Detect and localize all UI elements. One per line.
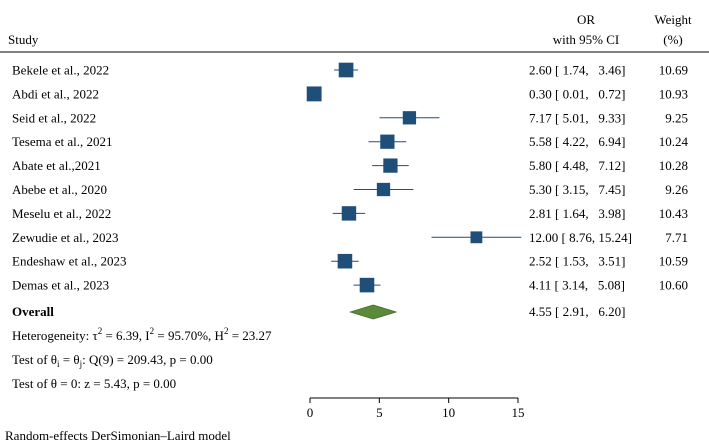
study-row: Seid et al., 2022 7.17 [ 5.01, 9.33] 9.25 [12, 110, 688, 125]
study-or-marker [470, 231, 483, 244]
study-row: Zewudie et al., 2023 12.00 [ 8.76, 15.24]… [12, 230, 688, 245]
study-label: Seid et al., 2022 [12, 110, 96, 125]
x-axis-tick-label: 0 [307, 405, 314, 420]
study-or-marker [306, 86, 322, 102]
test-zero-stat: Test of θ = 0: z = 5.43, p = 0.00 [12, 376, 176, 391]
x-axis-tick-label: 5 [376, 405, 383, 420]
study-or-text: 5.80 [ 4.48, 7.12] [529, 158, 625, 173]
header-weight-line1: Weight [654, 12, 692, 27]
study-or-marker [380, 134, 395, 149]
study-or-marker [341, 206, 357, 221]
study-row: Bekele et al., 2022 2.60 [ 1.74, 3.46] 10.… [12, 63, 688, 78]
header-or-line1: OR [577, 12, 595, 27]
study-label: Abate et al.,2021 [12, 158, 101, 173]
overall-row: Overall 4.55 [ 2.91, 6.20] [12, 304, 625, 320]
study-row: Demas et al., 2023 4.11 [ 3.14, 5.08] 10.6… [12, 278, 688, 293]
study-label: Endeshaw et al., 2023 [12, 254, 126, 269]
study-weight-text: 10.43 [659, 206, 688, 221]
study-label: Abebe et al., 2020 [12, 182, 107, 197]
overall-label: Overall [12, 304, 54, 319]
heterogeneity-stat: Heterogeneity: τ2 = 6.39, I2 = 95.70%, H… [12, 326, 272, 343]
study-weight-text: 7.71 [665, 230, 688, 245]
study-label: Abdi et al., 2022 [12, 86, 99, 101]
study-label: Tesema et al., 2021 [12, 134, 113, 149]
footnote: Random-effects DerSimonian–Laird model [5, 428, 231, 443]
study-row: Endeshaw et al., 2023 2.52 [ 1.53, 3.51] 1… [12, 254, 688, 269]
study-weight-text: 10.24 [659, 134, 689, 149]
study-or-text: 2.52 [ 1.53, 3.51] [529, 254, 625, 269]
study-or-text: 4.11 [ 3.14, 5.08] [529, 278, 625, 293]
study-or-text: 12.00 [ 8.76, 15.24] [529, 230, 632, 245]
study-or-text: 5.30 [ 3.15, 7.45] [529, 182, 625, 197]
overall-or-text: 4.55 [ 2.91, 6.20] [529, 304, 625, 319]
study-row: Meselu et al., 2022 2.81 [ 1.64, 3.98] 10.… [12, 206, 688, 221]
study-or-text: 2.60 [ 1.74, 3.46] [529, 63, 625, 78]
study-or-marker [338, 62, 354, 78]
study-or-marker [383, 158, 398, 173]
x-axis-tick-label: 10 [442, 405, 455, 420]
study-weight-text: 9.25 [665, 110, 688, 125]
study-or-marker [359, 277, 375, 293]
study-or-text: 0.30 [ 0.01, 0.72] [529, 86, 625, 101]
study-weight-text: 10.28 [659, 158, 688, 173]
study-label: Demas et al., 2023 [12, 278, 109, 293]
x-axis-tick-label: 15 [512, 405, 525, 420]
study-rows: Bekele et al., 2022 2.60 [ 1.74, 3.46] 10.… [12, 63, 689, 293]
study-or-marker [337, 253, 353, 269]
study-weight-text: 10.93 [659, 86, 688, 101]
study-label: Zewudie et al., 2023 [12, 230, 119, 245]
study-row: Abate et al.,2021 5.80 [ 4.48, 7.12] 10.28 [12, 158, 688, 173]
study-or-text: 7.17 [ 5.01, 9.33] [529, 110, 625, 125]
study-weight-text: 10.69 [659, 63, 688, 78]
study-label: Bekele et al., 2022 [12, 63, 109, 78]
study-or-marker [376, 182, 391, 197]
overall-diamond [348, 304, 398, 320]
study-weight-text: 9.26 [665, 182, 688, 197]
study-weight-text: 10.59 [659, 254, 688, 269]
header-or-line2: with 95% CI [553, 32, 619, 47]
study-row: Tesema et al., 2021 5.58 [ 4.22, 6.94] 10.… [12, 134, 689, 149]
x-axis: 0 5 10 15 [307, 397, 525, 420]
study-label: Meselu et al., 2022 [12, 206, 111, 221]
study-row: Abdi et al., 2022 0.30 [ 0.01, 0.72] 10.93 [12, 86, 688, 101]
study-or-marker [402, 111, 417, 125]
header-study: Study [8, 32, 39, 47]
study-weight-text: 10.60 [659, 278, 688, 293]
study-or-text: 5.58 [ 4.22, 6.94] [529, 134, 625, 149]
header-weight-line2: (%) [663, 32, 683, 47]
study-row: Abebe et al., 2020 5.30 [ 3.15, 7.45] 9.26 [12, 182, 689, 197]
study-or-text: 2.81 [ 1.64, 3.98] [529, 206, 625, 221]
test-equal-stat: Test of θi = θj: Q(9) = 209.43, p = 0.00 [12, 352, 213, 369]
